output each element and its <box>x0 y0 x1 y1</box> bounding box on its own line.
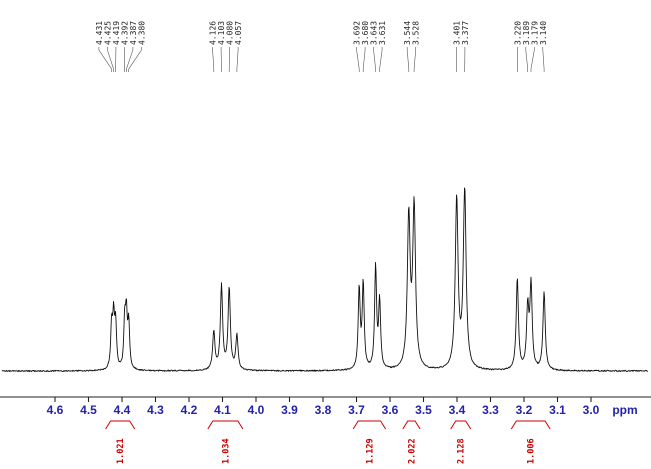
peak-ppm-label: 3.680 <box>361 21 370 45</box>
peak-label-connector-line <box>525 47 529 72</box>
peak-ppm-label: 4.392 <box>120 21 129 45</box>
x-axis-tick-label: 3.6 <box>382 403 399 417</box>
x-axis-tick-label: 3.0 <box>583 403 600 417</box>
integral-value: 1.034 <box>221 438 231 464</box>
integral-bracket <box>510 420 551 430</box>
integral-value: 2.022 <box>407 438 417 464</box>
peak-label-connector-line <box>128 47 142 72</box>
peak-ppm-label: 3.377 <box>461 21 470 45</box>
integral-bracket <box>402 420 421 430</box>
x-axis-tick-label: 4.5 <box>80 403 97 417</box>
x-axis-tick-label: 4.1 <box>214 403 231 417</box>
peak-ppm-label: 3.643 <box>370 21 379 45</box>
peak-label-connector-line <box>98 47 112 72</box>
x-axis-tick-label: 4.4 <box>114 403 131 417</box>
integral-value: 2.128 <box>457 438 467 464</box>
x-axis-unit-label: ppm <box>612 403 637 417</box>
integral-value: 1.021 <box>116 438 126 464</box>
peak-ppm-label: 3.528 <box>412 21 421 45</box>
peak-label-connector-line <box>126 47 134 72</box>
peak-label-connector-line <box>413 47 417 72</box>
peak-ppm-label: 4.387 <box>129 21 138 45</box>
peak-ppm-label: 4.057 <box>234 21 243 45</box>
peak-label-connector-line <box>212 47 215 72</box>
peak-label-connector-line <box>379 47 383 72</box>
peak-ppm-label: 3.401 <box>452 21 461 45</box>
peak-ppm-label: 3.179 <box>530 21 539 45</box>
x-axis-tick-label: 4.6 <box>47 403 64 417</box>
x-axis-tick-label: 3.2 <box>516 403 533 417</box>
integral-bracket <box>207 420 244 430</box>
x-axis-tick-label: 3.9 <box>281 403 298 417</box>
integral-bracket <box>105 420 136 430</box>
peak-ppm-label: 4.425 <box>103 21 112 45</box>
peak-label-connector-line <box>406 47 410 72</box>
peak-label-connector-line <box>107 47 114 72</box>
x-axis-tick-label: 3.8 <box>315 403 332 417</box>
x-axis-tick-label: 4.0 <box>248 403 265 417</box>
x-axis-tick-label: 3.5 <box>415 403 432 417</box>
spectrum-trace <box>1 187 649 373</box>
x-axis-tick-label: 3.4 <box>449 403 466 417</box>
peak-label-connector-line <box>236 47 239 72</box>
peak-ppm-label: 3.189 <box>522 21 531 45</box>
peak-ppm-label: 4.380 <box>137 21 146 45</box>
x-axis-tick-label: 3.3 <box>482 403 499 417</box>
peak-ppm-label: 3.140 <box>539 21 548 45</box>
peak-ppm-label: 4.419 <box>112 21 121 45</box>
integral-bracket <box>352 420 387 430</box>
peak-label-connector-line <box>362 47 366 72</box>
peak-ppm-label: 4.431 <box>95 21 104 45</box>
integral-value: 1.006 <box>527 438 537 464</box>
peak-ppm-label: 3.692 <box>353 21 362 45</box>
x-axis-tick-label: 4.3 <box>147 403 164 417</box>
peak-label-connector-line <box>530 47 535 72</box>
peak-ppm-label: 3.631 <box>378 21 387 45</box>
integral-value: 1.129 <box>365 438 375 464</box>
x-axis-tick-label: 3.1 <box>549 403 566 417</box>
peak-ppm-label: 3.544 <box>403 21 412 45</box>
peak-ppm-label: 4.080 <box>226 21 235 45</box>
peak-ppm-label: 3.220 <box>513 21 522 45</box>
peak-label-connector-line <box>373 47 376 72</box>
peak-ppm-label: 4.126 <box>209 21 218 45</box>
peak-label-connector-line <box>356 47 360 72</box>
x-axis-tick-label: 4.2 <box>181 403 198 417</box>
x-axis-tick-label: 3.7 <box>348 403 365 417</box>
integral-bracket <box>450 420 472 430</box>
peak-label-connector-line <box>542 47 545 72</box>
peak-ppm-label: 4.103 <box>217 21 226 45</box>
